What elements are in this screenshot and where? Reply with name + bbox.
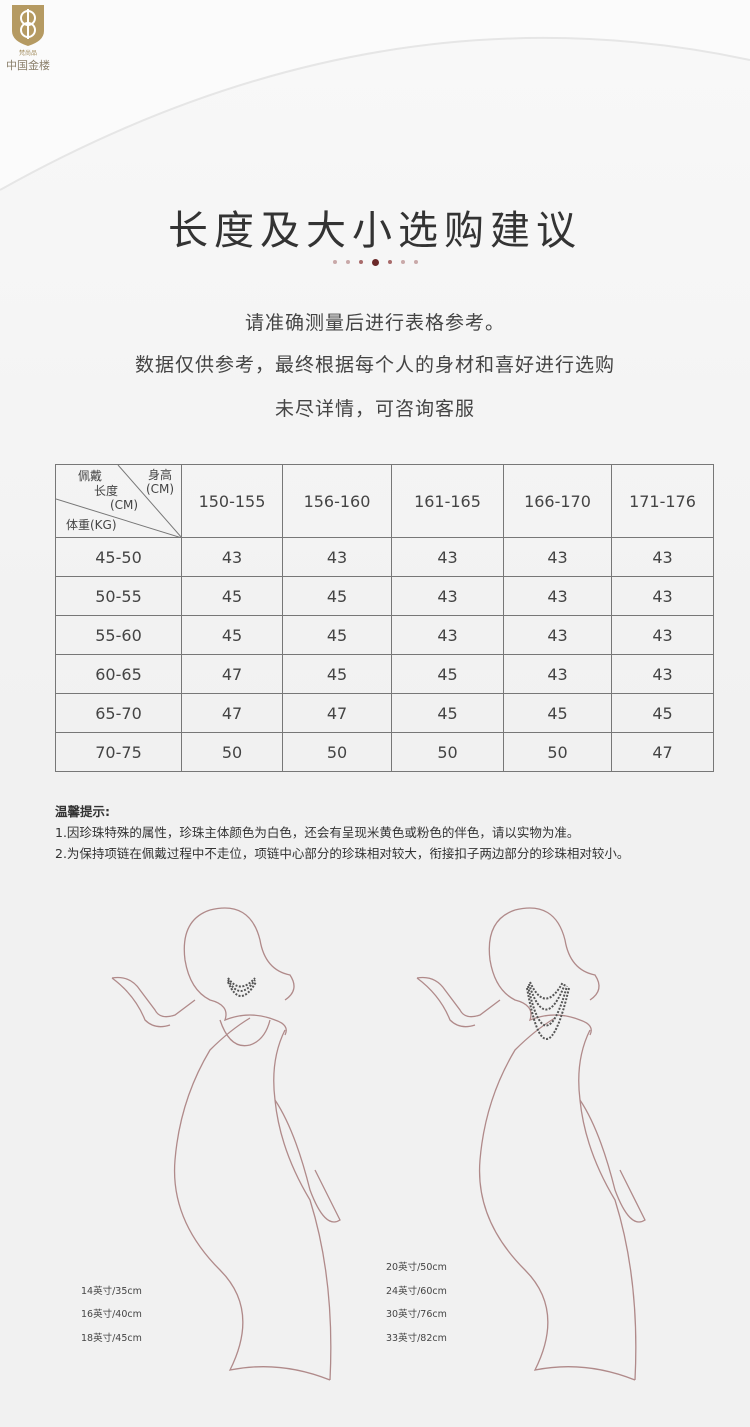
tips-heading: 温馨提示: [55,804,110,819]
table-row: 65-70 47 47 45 45 45 [55,693,714,733]
left-figure-illustration [111,907,341,1381]
woman-outline [416,907,646,1381]
brand-sub: 梵尚品 [18,50,37,57]
corner-height-label: 身高 [148,468,173,482]
necklace-short-icon [227,977,257,997]
length-cell: 43 [611,537,714,577]
length-label: 18英寸/45cm [81,1333,142,1344]
length-label: 33英寸/82cm [386,1333,447,1344]
table-row: 60-65 47 45 45 43 43 [55,654,714,694]
length-cell: 50 [391,732,504,772]
woman-outline [111,907,341,1381]
weight-cell: 55-60 [55,615,182,655]
column-header: 171-176 [611,464,714,538]
length-cell: 43 [391,576,504,616]
length-cell: 45 [282,615,392,655]
length-cell: 45 [391,693,504,733]
intro-line-3: 未尽详情，可咨询客服 [274,398,475,420]
length-cell: 43 [611,615,714,655]
intro-line-2: 数据仅供参考，最终根据每个人的身材和喜好进行选购 [134,354,615,376]
length-cell: 47 [282,693,392,733]
table-row: 70-75 50 50 50 50 47 [55,732,714,772]
tips-section: 温馨提示: 1.因珍珠特殊的属性，珍珠主体颜色为白色，还会有呈现米黄色或粉色的伴… [55,801,715,864]
length-label: 20英寸/50cm [386,1262,447,1273]
length-cell: 45 [611,693,714,733]
length-cell: 43 [391,615,504,655]
length-cell: 43 [181,537,283,577]
length-label: 14英寸/35cm [81,1286,142,1297]
right-figure-illustration [416,907,646,1381]
diagonal-lines [56,465,182,538]
weight-cell: 65-70 [55,693,182,733]
length-cell: 45 [391,654,504,694]
column-header: 161-165 [391,464,504,538]
length-cell: 43 [611,576,714,616]
brand-name: 中国金楼 [6,59,50,72]
shield-logo-icon [12,5,44,46]
corner-height-unit: (CM) [146,482,175,496]
corner-length-label: 长度 [94,484,119,498]
corner-wear-label: 佩戴 [78,469,103,483]
table-corner-cell: 佩戴 长度 (CM) 身高 (CM) 体重(KG) [55,464,182,538]
necklace-long-icon [526,981,570,1040]
length-cell: 43 [391,537,504,577]
page-title: 长度及大小选购建议 [168,208,582,254]
length-cell: 45 [282,654,392,694]
length-cell: 43 [503,537,612,577]
tip-item: 1.因珍珠特殊的属性，珍珠主体颜色为白色，还会有呈现米黄色或粉色的伴色，请以实物… [55,825,580,840]
length-label: 30英寸/76cm [386,1309,447,1320]
length-cell: 45 [181,615,283,655]
length-label: 24英寸/60cm [386,1286,447,1297]
length-label: 16英寸/40cm [81,1309,142,1320]
weight-cell: 50-55 [55,576,182,616]
table-row: 55-60 45 45 43 43 43 [55,615,714,655]
length-cell: 47 [181,693,283,733]
length-cell: 50 [503,732,612,772]
table-header-row: 佩戴 长度 (CM) 身高 (CM) 体重(KG) 150-155 156-16… [55,464,714,538]
table-row: 50-55 45 45 43 43 43 [55,576,714,616]
corner-length-unit: (CM) [110,498,139,512]
title-divider-dots [0,258,750,266]
length-cell: 47 [611,732,714,772]
length-cell: 43 [503,576,612,616]
weight-cell: 60-65 [55,654,182,694]
length-cell: 43 [503,615,612,655]
column-header: 166-170 [503,464,612,538]
length-cell: 45 [181,576,283,616]
size-table: 佩戴 长度 (CM) 身高 (CM) 体重(KG) 150-155 156-16… [55,464,714,772]
column-header: 156-160 [282,464,392,538]
weight-cell: 70-75 [55,732,182,772]
brand-logo: 梵尚品 中国金楼 [6,3,50,73]
length-cell: 50 [181,732,283,772]
weight-cell: 45-50 [55,537,182,577]
length-cell: 47 [181,654,283,694]
tip-item: 2.为保持项链在佩戴过程中不走位，项链中心部分的珍珠相对较大，衔接扣子两边部分的… [55,846,630,861]
length-cell: 43 [282,537,392,577]
column-header: 150-155 [181,464,283,538]
length-cell: 43 [503,654,612,694]
length-cell: 43 [611,654,714,694]
length-cell: 50 [282,732,392,772]
corner-weight-label: 体重(KG) [66,518,117,532]
length-cell: 45 [282,576,392,616]
intro-line-1: 请准确测量后进行表格参考。 [244,312,505,334]
length-cell: 45 [503,693,612,733]
table-row: 45-50 43 43 43 43 43 [55,537,714,577]
